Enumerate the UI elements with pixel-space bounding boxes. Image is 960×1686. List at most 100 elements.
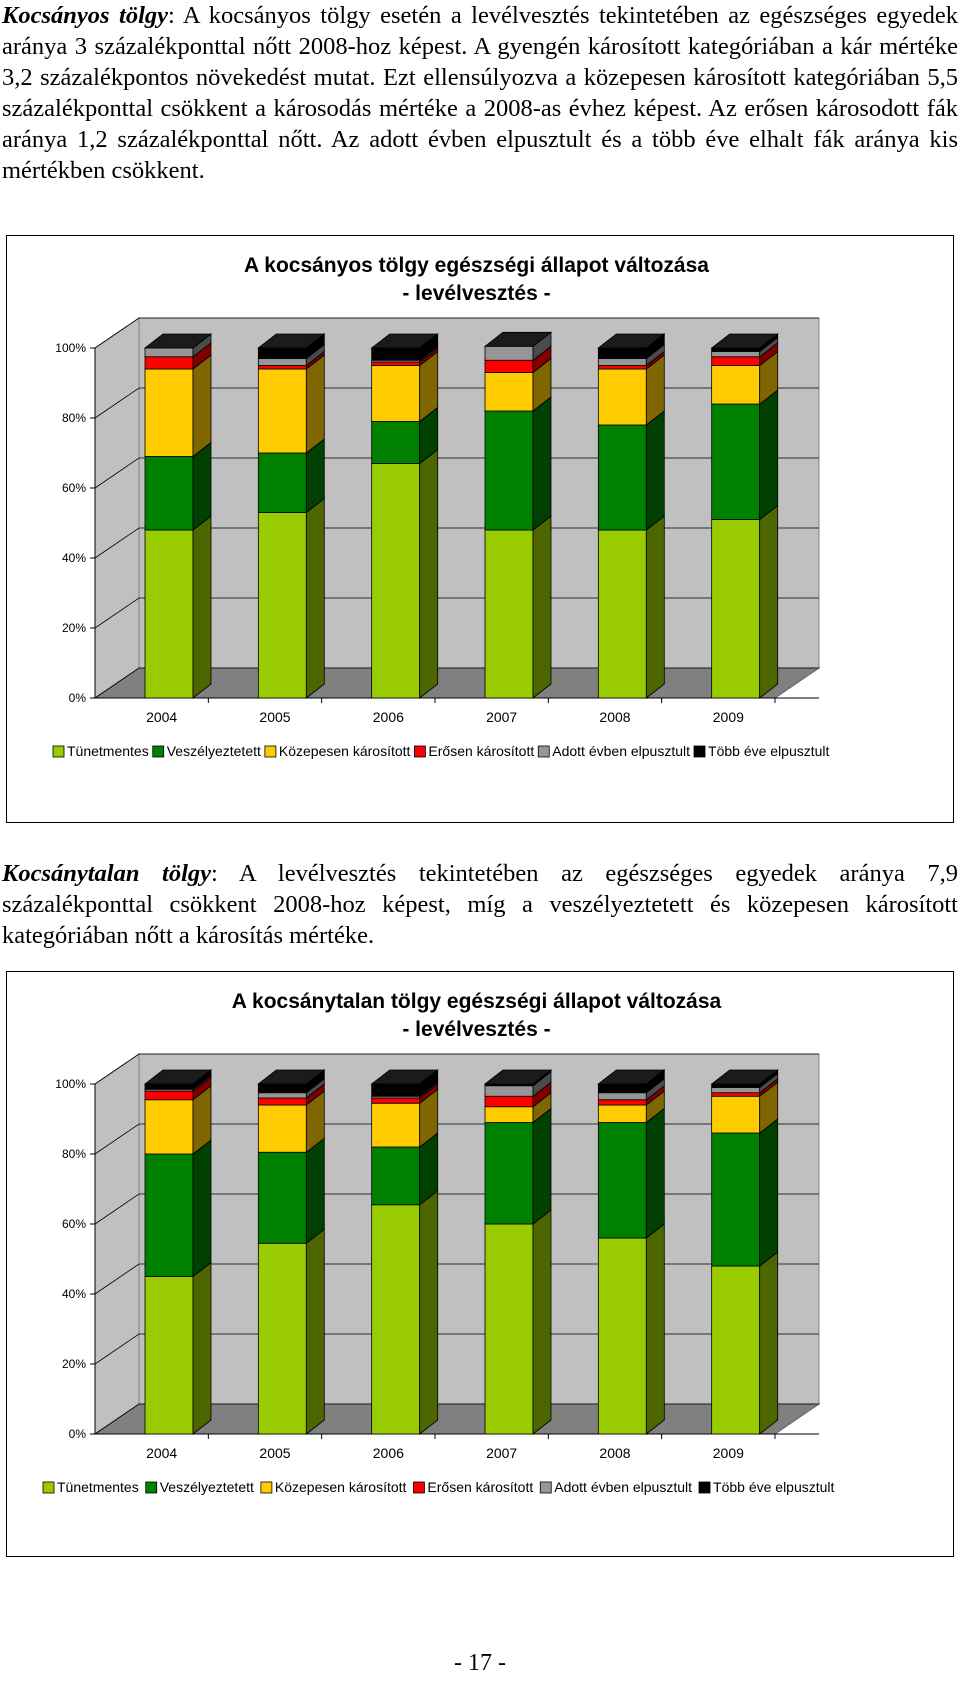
chart-title: A kocsányos tölgy egészségi állapot vált… — [244, 254, 709, 277]
chart-title: A kocsánytalan tölgy egészségi állapot v… — [232, 990, 722, 1013]
chart-kocsanytalan: A kocsánytalan tölgy egészségi állapot v… — [6, 971, 954, 1557]
bar-segment — [597, 1092, 647, 1101]
legend-swatch — [414, 745, 426, 758]
bar-segment-side — [759, 1251, 779, 1435]
bar-top — [143, 333, 213, 349]
y-tick-label: 60% — [62, 1217, 86, 1231]
legend: Tünetmentes Veszélyeztetett Közepesen káro… — [42, 1479, 835, 1495]
bar-top — [710, 333, 779, 349]
paragraph-text: : A kocsányos tölgy esetén a levélveszté… — [2, 2, 958, 184]
bar-top — [370, 333, 439, 349]
legend-label: Több éve elpusztult — [708, 743, 830, 759]
x-tick-label: 2006 — [373, 1445, 404, 1461]
y-tick-label: 0% — [69, 1427, 87, 1441]
gridline — [94, 1053, 819, 1085]
bar-segment — [597, 1104, 647, 1123]
bar-segment — [371, 347, 421, 361]
bar-segment — [257, 365, 307, 370]
bar-segment — [484, 1085, 534, 1097]
legend-label: Közepesen károsított — [279, 743, 411, 759]
legend-swatch — [413, 1481, 425, 1494]
bar-segment-side — [192, 441, 212, 531]
chart-kocsanyos: A kocsányos tölgy egészségi állapot vált… — [6, 235, 954, 823]
bar-segment — [257, 347, 307, 359]
x-tick-label: 2007 — [486, 1445, 517, 1461]
bar-segment — [371, 365, 421, 422]
bar-segment — [711, 403, 761, 520]
bar-top — [257, 1069, 326, 1085]
bar-segment-side — [192, 354, 212, 458]
bar-segment — [711, 1132, 761, 1267]
bar-segment — [144, 1153, 194, 1277]
bar-top — [483, 331, 553, 347]
legend: Tünetmentes Veszélyeztetett Közepesen káro… — [52, 743, 830, 759]
y-tick-label: 40% — [62, 551, 86, 565]
bar-segment-side — [192, 1261, 212, 1435]
bar-segment-side — [532, 1209, 552, 1435]
x-tick-label: 2004 — [146, 1445, 177, 1461]
bar-segment — [711, 1265, 761, 1435]
gridline — [94, 597, 819, 629]
bar-segment — [257, 1242, 307, 1435]
gridline — [94, 527, 819, 559]
bar-segment — [144, 1099, 194, 1155]
x-tick-label: 2008 — [599, 709, 630, 725]
paragraph-lead: Kocsányos tölgy — [2, 2, 168, 29]
bar-top — [597, 333, 666, 349]
bar-segment — [711, 347, 761, 352]
legend-label: Közepesen károsított — [275, 1479, 407, 1495]
bar-segment-side — [305, 497, 325, 699]
bar-segment-side — [645, 1107, 665, 1239]
legend-label: Több éve elpusztult — [713, 1479, 835, 1495]
bar-segment — [597, 1099, 647, 1106]
bar-segment — [484, 410, 534, 531]
bar-top — [483, 1069, 553, 1085]
bar-segment — [711, 1087, 761, 1094]
side-wall — [94, 1053, 140, 1435]
bar-segment — [597, 529, 647, 699]
bar-segment — [371, 1102, 421, 1148]
y-tick-label: 60% — [62, 481, 86, 495]
x-tick-label: 2009 — [713, 709, 744, 725]
bar-segment-side — [759, 1118, 779, 1267]
y-tick-label: 40% — [62, 1287, 86, 1301]
bar-segment — [597, 365, 647, 370]
bar-segment — [144, 456, 194, 531]
bar-segment — [257, 358, 307, 366]
y-tick-label: 100% — [55, 1077, 86, 1091]
legend-label: Tünetmentes — [67, 743, 149, 759]
bar-segment — [597, 424, 647, 531]
legend-label: Adott évben elpusztult — [552, 743, 690, 759]
bar-top — [710, 1069, 779, 1085]
bar-segment — [484, 1095, 534, 1108]
bar-segment-side — [645, 515, 665, 699]
gridline — [94, 457, 819, 489]
bar-segment — [257, 1083, 307, 1094]
bar-segment — [371, 361, 421, 366]
legend-label: Tünetmentes — [57, 1479, 139, 1495]
bar-top — [597, 1069, 666, 1085]
legend-swatch — [539, 1481, 552, 1494]
gridline — [94, 317, 819, 349]
legend-label: Veszélyeztetett — [160, 1479, 254, 1495]
paragraph-text: : A levélvesztés tekintetében az egészsé… — [2, 860, 958, 949]
bar-segment-side — [305, 1228, 325, 1435]
chart-subtitle: - levélvesztés - — [402, 282, 550, 305]
legend-swatch — [145, 1481, 158, 1494]
bar-segment-side — [419, 448, 439, 699]
x-tick-label: 2008 — [599, 1445, 630, 1461]
x-tick-label: 2007 — [486, 709, 517, 725]
bar-segment — [711, 356, 761, 366]
bar-segment-side — [532, 1107, 552, 1225]
bar-segment — [597, 368, 647, 426]
bar-segment — [371, 1204, 421, 1435]
y-tick-label: 20% — [62, 621, 86, 635]
bar-segment — [371, 1097, 421, 1104]
bar-segment-side — [759, 389, 779, 521]
page-number: - 17 - — [454, 1650, 506, 1676]
y-tick-label: 100% — [55, 341, 86, 355]
bar-segment — [711, 1092, 761, 1097]
legend-swatch — [152, 745, 165, 758]
bar-segment-side — [645, 410, 665, 531]
bar-segment — [711, 1095, 761, 1134]
